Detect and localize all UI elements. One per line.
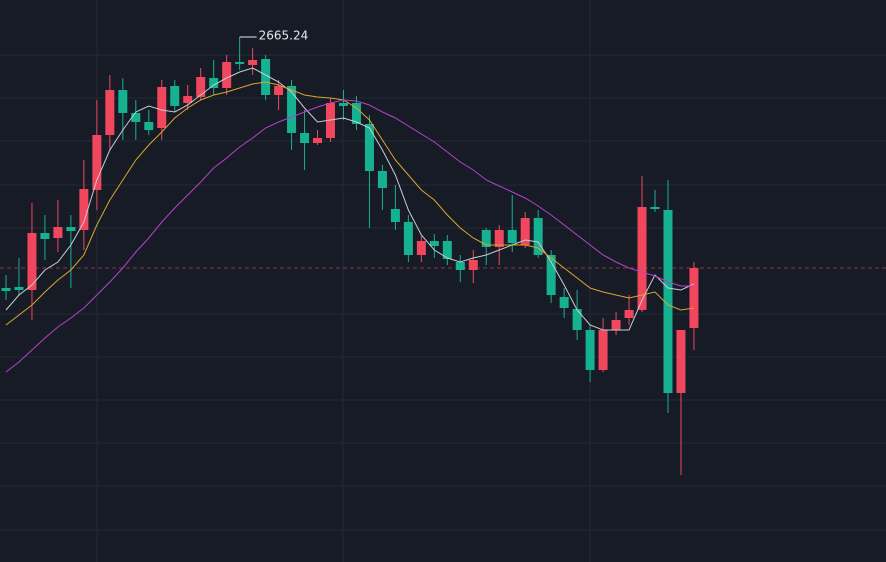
candle-body <box>1 288 11 291</box>
candle-body <box>79 189 89 230</box>
candle-body <box>507 230 517 243</box>
candle-body <box>416 241 426 255</box>
candle-body <box>611 320 621 330</box>
candle-body <box>222 62 232 88</box>
candle-body <box>689 268 699 328</box>
candle-body <box>40 233 50 239</box>
candle-body <box>637 207 647 310</box>
candle-body <box>131 113 141 122</box>
candle-body <box>313 138 323 143</box>
candle-body <box>105 90 115 135</box>
candle-body <box>338 103 348 106</box>
candle-body <box>546 255 556 295</box>
candle-body <box>494 230 504 247</box>
candle-body <box>183 96 193 103</box>
candle-body <box>676 330 686 393</box>
candle-body <box>287 86 297 133</box>
moving-average-line <box>5 67 695 331</box>
moving-average-line <box>5 81 695 326</box>
candle-body <box>66 227 76 231</box>
candle-body <box>533 218 543 255</box>
candle-body <box>442 241 452 259</box>
candle-body <box>520 218 530 245</box>
candle-body <box>209 78 219 88</box>
candle-body <box>455 262 465 270</box>
candle-body <box>377 171 387 188</box>
candle-body <box>351 103 361 124</box>
candle-body <box>650 207 660 209</box>
candle-body <box>663 210 673 393</box>
candle-body <box>585 330 595 370</box>
moving-average-line <box>5 99 694 373</box>
candle-body <box>624 310 634 318</box>
high-annotation: 2665.24 <box>259 29 309 43</box>
candle-body <box>403 222 413 255</box>
candle-body <box>481 230 491 247</box>
candle-body <box>53 227 63 238</box>
candle-body <box>572 309 582 330</box>
candle-body <box>144 122 154 130</box>
candle-body <box>170 86 180 106</box>
candle-body <box>364 124 374 171</box>
candle-body <box>248 60 258 65</box>
candle-body <box>14 287 24 290</box>
candle-body <box>118 90 128 113</box>
candle-body <box>300 133 310 143</box>
candle-body <box>235 62 245 64</box>
candle-body <box>468 260 478 270</box>
candle-body <box>196 77 206 97</box>
candle-body <box>598 330 608 370</box>
candle-body <box>261 59 271 95</box>
candle-body <box>27 233 37 290</box>
candle-body <box>157 87 167 128</box>
candle-body <box>274 86 284 95</box>
candle-body <box>559 297 569 308</box>
candle-body <box>390 209 400 222</box>
candle-body <box>92 135 102 190</box>
candle-body <box>429 241 439 246</box>
